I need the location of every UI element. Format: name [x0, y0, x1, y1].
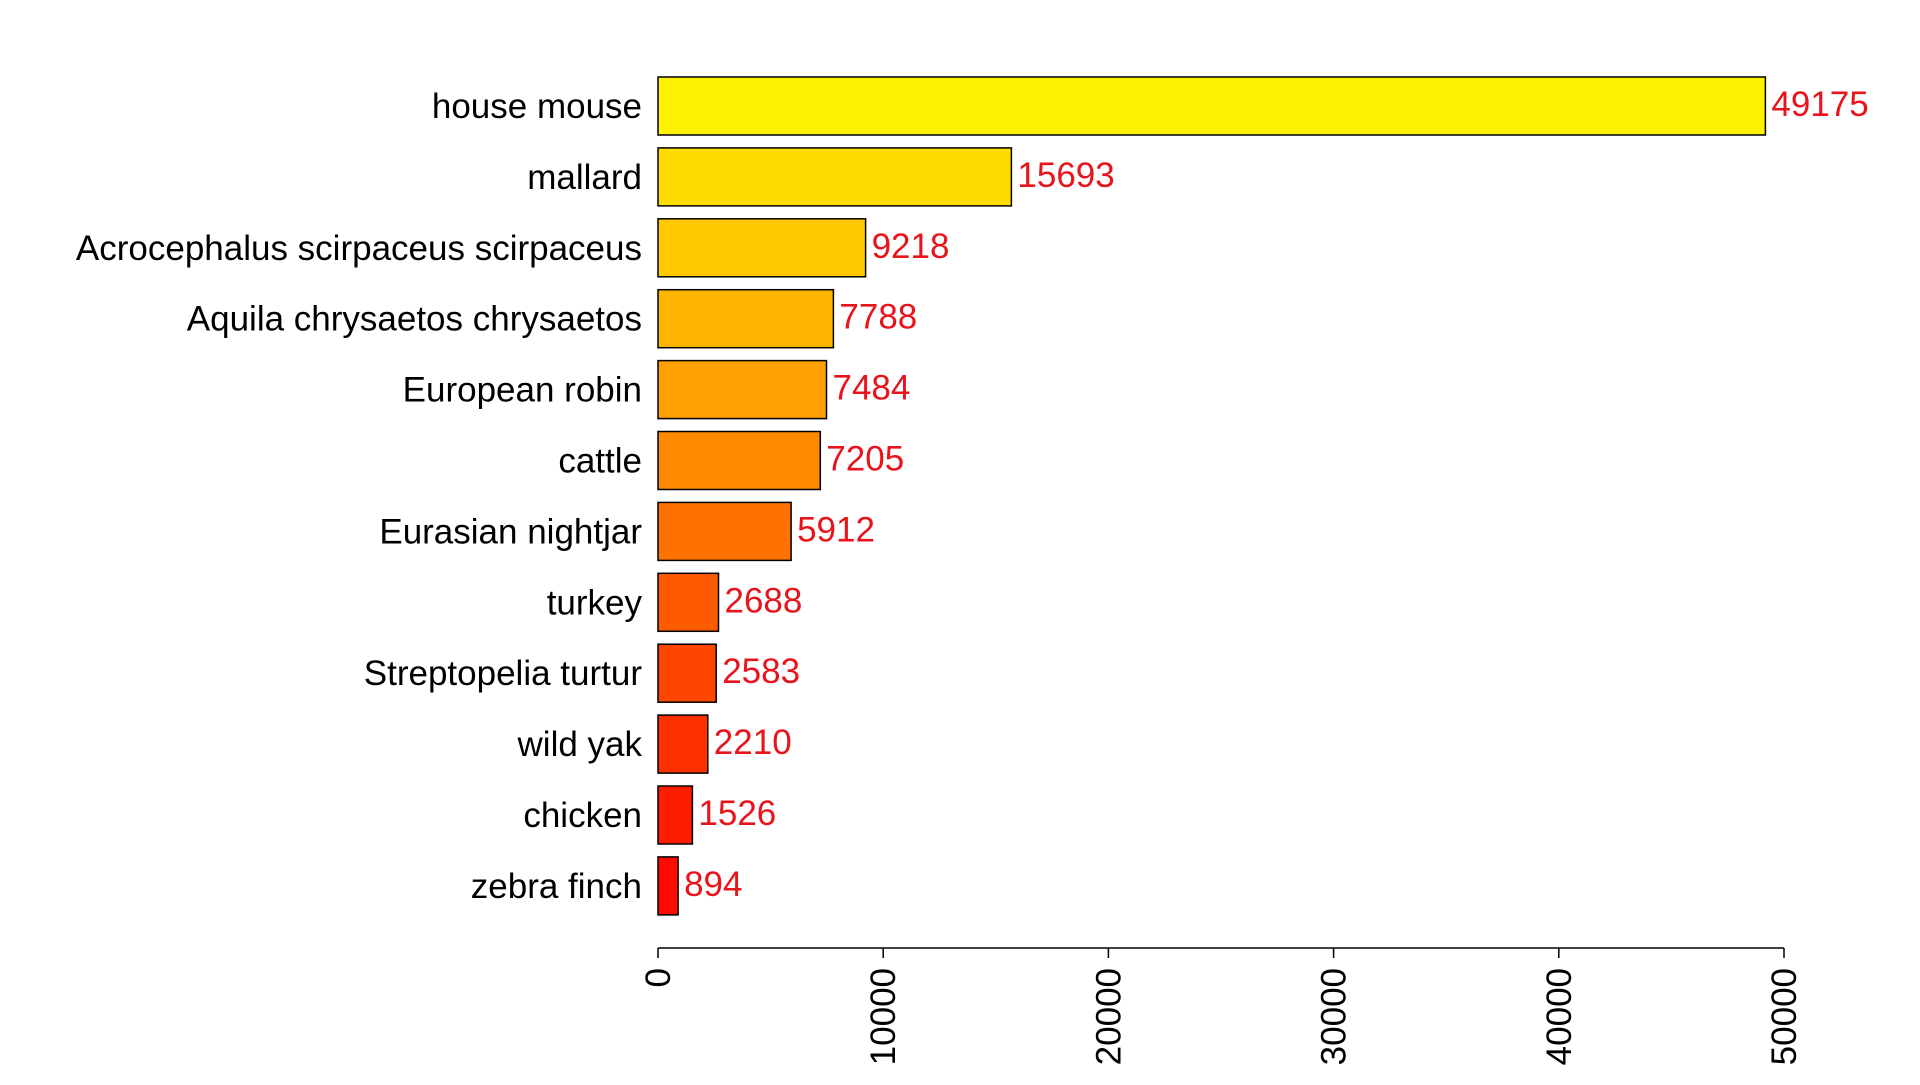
bar	[657, 572, 720, 633]
bar	[657, 643, 717, 703]
x-axis: 0 10000 20000 30000 40000 50000	[639, 947, 1804, 1065]
value-labels-group: 49175 15693 9218 7788 7484 7205 5912 2688 2583 22…	[684, 85, 1869, 904]
value-label: 5912	[797, 510, 875, 549]
bar	[657, 714, 709, 774]
value-label: 2583	[722, 652, 800, 691]
category-label: European robin	[403, 371, 642, 410]
x-tick-label: 10000	[864, 968, 903, 1065]
bar	[657, 218, 867, 278]
category-label: mallard	[527, 158, 642, 197]
bar	[657, 288, 835, 349]
bars-group	[657, 76, 1767, 916]
category-label: house mouse	[432, 87, 642, 126]
category-label: Eurasian nightjar	[379, 512, 642, 551]
bar	[657, 501, 792, 562]
value-label: 9218	[872, 227, 950, 266]
bar	[657, 856, 679, 916]
value-label: 15693	[1017, 156, 1114, 195]
bar	[657, 785, 694, 845]
value-label: 1526	[698, 794, 776, 833]
bar	[657, 147, 1013, 207]
value-label: 2210	[714, 723, 792, 762]
value-label: 49175	[1771, 85, 1868, 124]
x-tick-label: 50000	[1765, 968, 1804, 1065]
bar	[657, 430, 822, 491]
category-label: Aquila chrysaetos chrysaetos	[187, 300, 642, 339]
value-label: 7484	[833, 369, 911, 408]
x-tick-label: 20000	[1089, 968, 1128, 1065]
category-label: zebra finch	[471, 867, 642, 906]
value-label: 7205	[826, 440, 904, 479]
category-label: turkey	[547, 583, 643, 622]
x-tick-label: 30000	[1315, 968, 1354, 1065]
bar	[657, 359, 828, 420]
category-label: cattle	[558, 442, 642, 481]
x-tick-label: 0	[639, 968, 678, 987]
value-label: 2688	[725, 581, 803, 620]
category-label: wild yak	[517, 725, 643, 764]
value-label: 7788	[839, 298, 917, 337]
category-labels-group: house mouse mallard Acrocephalus scirpaceu…	[76, 87, 643, 906]
x-tick-label: 40000	[1540, 968, 1579, 1065]
value-label: 894	[684, 865, 742, 904]
category-label: chicken	[523, 796, 642, 835]
category-label: Acrocephalus scirpaceus scirpaceus	[76, 229, 642, 268]
category-label: Streptopelia turtur	[364, 654, 643, 693]
bar	[657, 76, 1767, 136]
